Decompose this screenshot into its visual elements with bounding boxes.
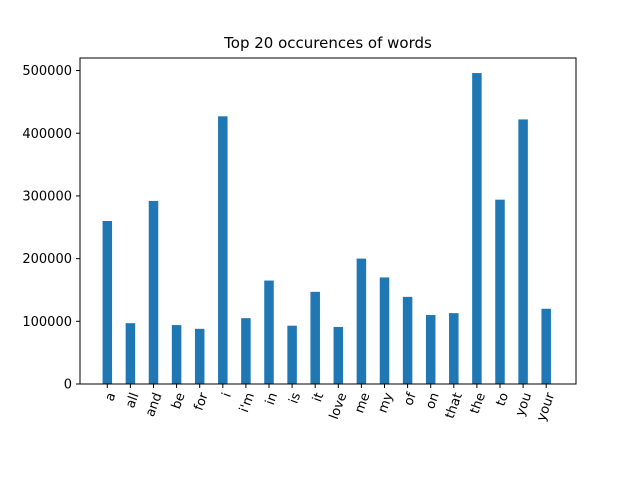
x-tick-label: it: [310, 391, 327, 404]
x-tick-label: all: [123, 391, 142, 410]
x-tick-label: that: [443, 391, 466, 421]
y-tick-label: 0: [64, 378, 72, 393]
bar-is: [287, 325, 297, 384]
bar-i: [218, 116, 228, 385]
y-tick-label: 200000: [22, 252, 72, 267]
bar-to: [495, 199, 505, 384]
bar-me: [356, 258, 367, 384]
y-axis: 0 100000 200000 300000 400000 500000: [22, 64, 80, 393]
x-tick-label: of: [401, 390, 420, 407]
x-tick-label: love: [327, 391, 350, 422]
y-tick-label: 500000: [22, 64, 72, 79]
y-tick-label: 400000: [22, 127, 72, 142]
bar-and: [148, 200, 159, 384]
x-tick-label: to: [493, 391, 512, 408]
x-tick-label: on: [423, 391, 443, 411]
bar-for: [194, 328, 205, 384]
x-axis: a all and be for i i'm in is it love me my of on that th…: [103, 384, 558, 423]
bar-on: [425, 315, 436, 384]
bar-the: [472, 73, 482, 385]
bar-in: [264, 280, 274, 384]
x-tick-label: and: [143, 391, 165, 419]
x-tick-label: my: [375, 391, 396, 416]
y-tick-label: 100000: [22, 315, 72, 330]
x-tick-label: me: [352, 391, 373, 416]
x-tick-label: the: [468, 391, 489, 416]
bars-group: [102, 73, 551, 385]
bar-love: [333, 326, 344, 384]
bar-your: [541, 308, 551, 384]
bar-you: [518, 119, 528, 384]
x-tick-label: your: [534, 390, 558, 423]
bar-all: [125, 323, 136, 384]
x-tick-label: a: [103, 391, 120, 404]
chart-title: Top 20 occurences of words: [223, 34, 432, 52]
x-tick-label: for: [192, 390, 212, 413]
x-tick-label: i'm: [237, 391, 258, 415]
x-tick-label: in: [263, 391, 281, 407]
bar-it: [310, 291, 320, 384]
bar-my: [379, 277, 390, 384]
x-tick-label: be: [169, 391, 189, 411]
x-tick-label: i: [219, 391, 234, 400]
bar-be: [171, 325, 182, 384]
y-tick-label: 300000: [22, 189, 72, 204]
plot-frame: [79, 57, 577, 385]
bar-that: [449, 313, 459, 384]
bar-of: [402, 296, 413, 384]
bar-i'm: [241, 318, 251, 384]
bar-a: [102, 221, 113, 384]
x-tick-label: you: [513, 391, 535, 419]
x-tick-label: is: [286, 391, 304, 406]
